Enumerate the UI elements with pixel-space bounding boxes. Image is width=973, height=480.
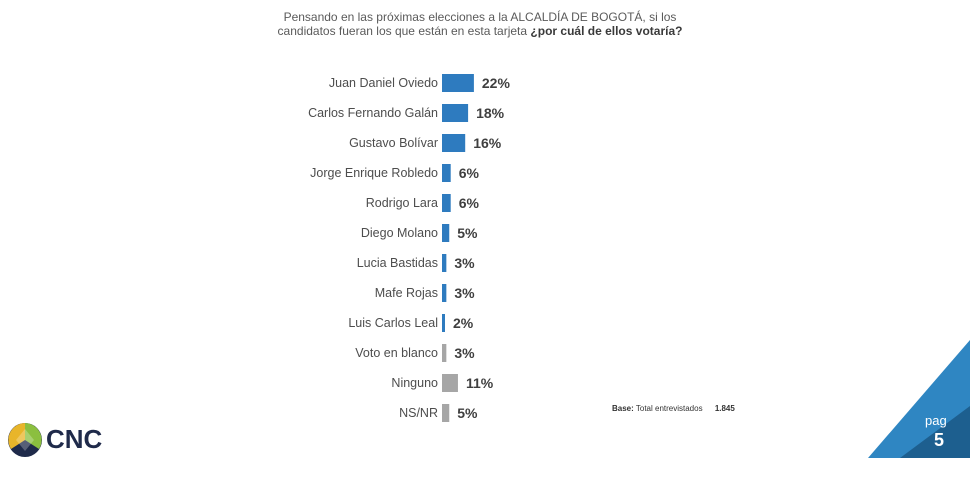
page-label: pag	[925, 413, 947, 428]
bar	[442, 104, 469, 122]
value-label: 5%	[457, 225, 478, 241]
category-label: Lucia Bastidas	[357, 256, 438, 270]
question-line-2: candidatos fueran los que están en esta …	[160, 24, 800, 38]
category-label: Gustavo Bolívar	[349, 136, 438, 150]
bar	[442, 314, 445, 332]
value-label: 22%	[482, 75, 511, 91]
question-line-2-text: candidatos fueran los que están en esta …	[277, 24, 528, 38]
value-label: 6%	[459, 195, 480, 211]
value-label: 3%	[454, 255, 475, 271]
bar	[442, 374, 458, 392]
value-label: 18%	[476, 105, 505, 121]
base-text: Total entrevistados	[635, 404, 703, 413]
category-label: Ninguno	[391, 376, 438, 390]
page-corner-triangle	[868, 340, 970, 458]
bar	[442, 164, 451, 182]
bar	[442, 224, 450, 242]
bar	[442, 134, 466, 152]
page-number: 5	[934, 430, 945, 450]
bar	[442, 254, 447, 272]
category-label: Carlos Fernando Galán	[308, 106, 438, 120]
bar	[442, 344, 447, 362]
category-label: Juan Daniel Oviedo	[329, 76, 438, 90]
cnc-logo-icon	[8, 423, 42, 457]
category-label: NS/NR	[399, 406, 438, 420]
bar	[442, 284, 447, 302]
bar	[442, 194, 451, 212]
base-value: 1.845	[714, 404, 735, 413]
category-label: Voto en blanco	[355, 346, 438, 360]
logo-text: CNC	[46, 424, 103, 454]
value-label: 6%	[459, 165, 480, 181]
base-label: Base:	[612, 404, 634, 413]
value-label: 5%	[457, 405, 478, 421]
value-label: 2%	[453, 315, 474, 331]
value-label: 3%	[454, 345, 475, 361]
category-label: Luis Carlos Leal	[348, 316, 438, 330]
bar	[442, 74, 474, 92]
bar	[442, 404, 450, 422]
value-label: 11%	[466, 375, 494, 391]
category-label: Rodrigo Lara	[366, 196, 438, 210]
question-line-1: Pensando en las próximas elecciones a la…	[283, 10, 677, 24]
question-line-2-bold: ¿por cuál de ellos votaría?	[530, 24, 683, 38]
chart-question: Pensando en las próximas elecciones a la…	[160, 10, 800, 38]
category-label: Jorge Enrique Robledo	[310, 166, 438, 180]
value-label: 3%	[454, 285, 475, 301]
value-label: 16%	[473, 135, 502, 151]
category-label: Diego Molano	[361, 226, 438, 240]
category-label: Mafe Rojas	[375, 286, 438, 300]
base-note: Base: Total entrevistados 1.845	[612, 404, 735, 413]
